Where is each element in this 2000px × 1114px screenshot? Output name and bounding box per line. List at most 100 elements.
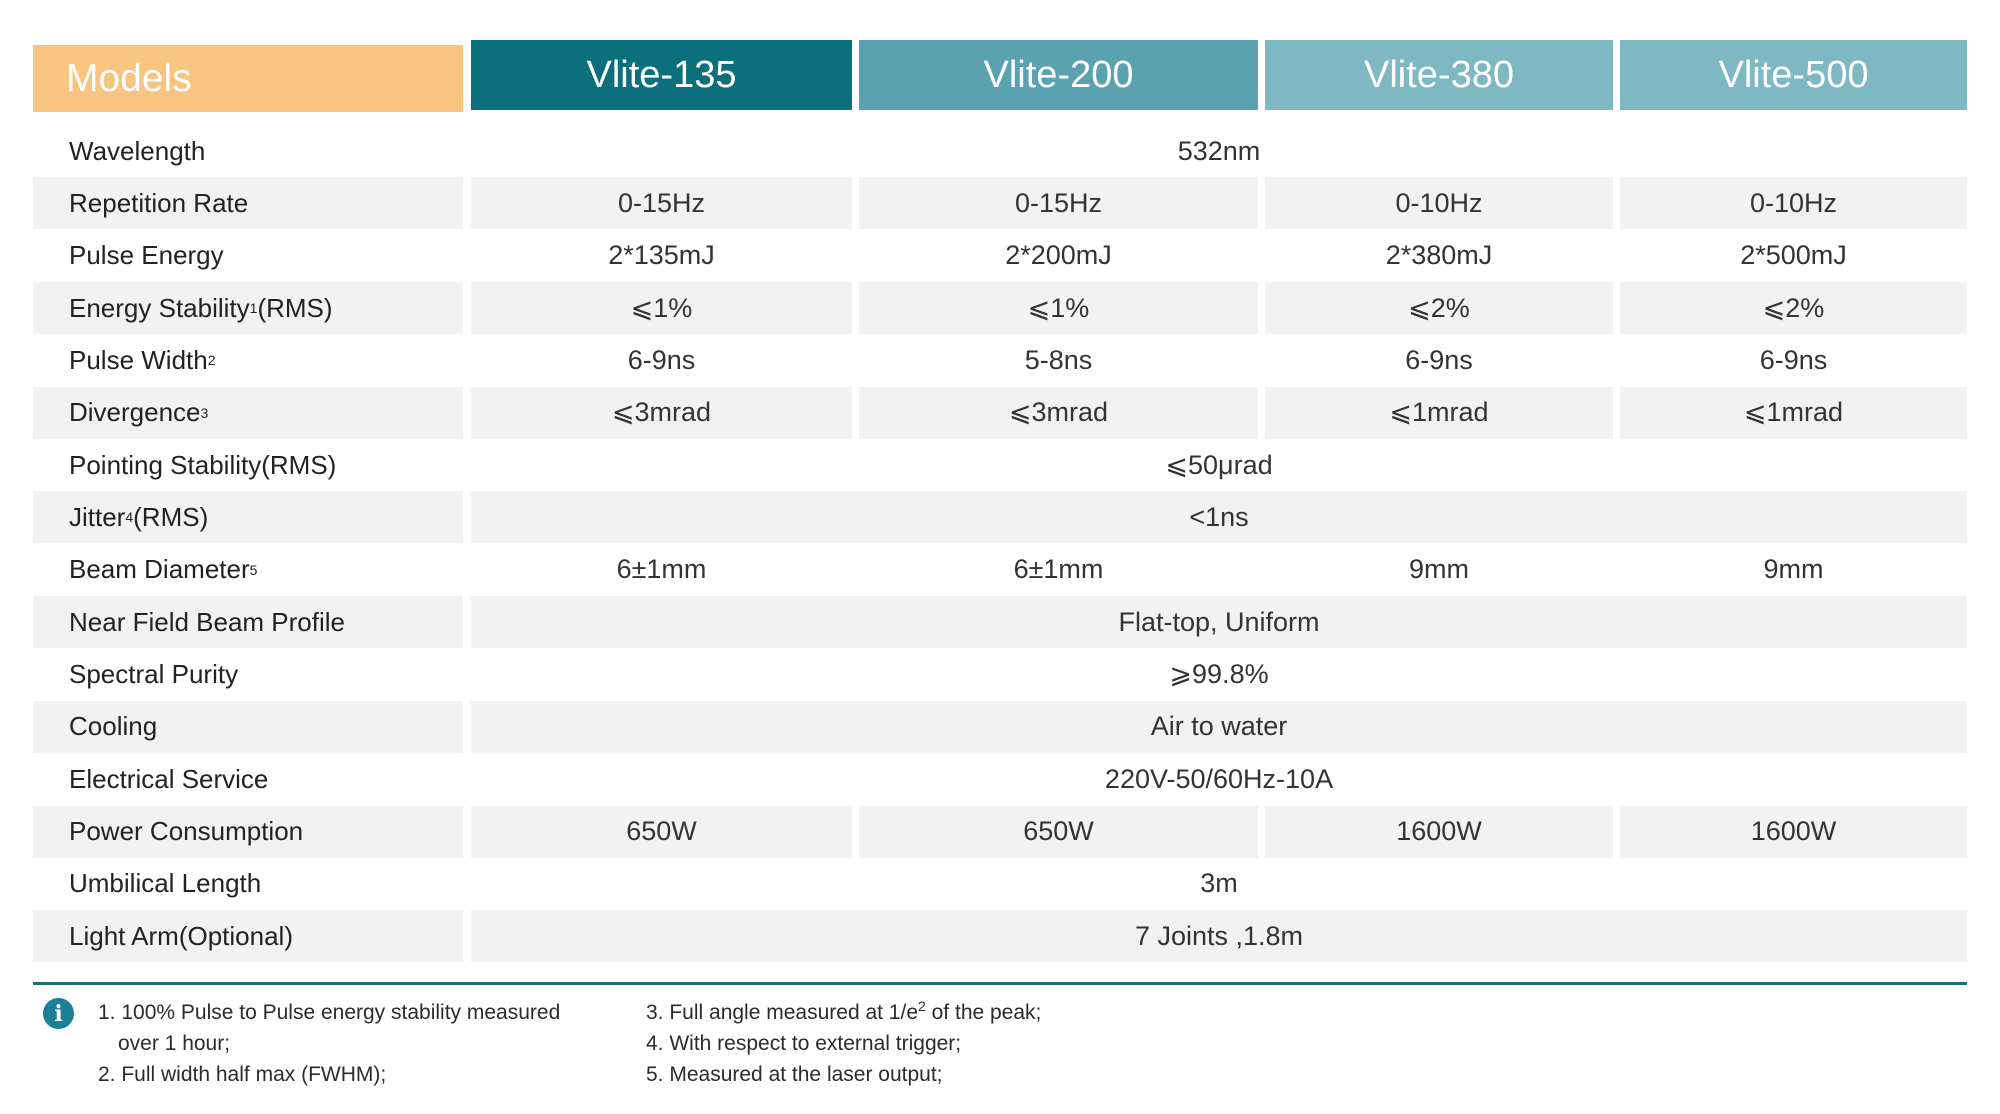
row-label: Beam Diameter 5	[69, 554, 258, 585]
row-label-text: Umbilical Length	[69, 868, 262, 899]
value-cell-span: <1ns	[471, 491, 1967, 544]
value-cell: 2*200mJ	[1005, 240, 1112, 271]
row-label: Spectral Purity	[33, 649, 463, 701]
footnote-2: 2. Full width half max (FWHM);	[98, 1063, 387, 1086]
row-label: Cooling	[33, 700, 463, 753]
footnote-4: 4. With respect to external trigger;	[646, 1032, 962, 1055]
value-cell: 5-8ns	[1024, 344, 1093, 375]
spec-row: Beam Diameter 5 6±1mm 6±1mm 9mm 9mm	[33, 544, 1967, 596]
value-cell: 6-9ns	[1759, 344, 1828, 375]
spec-row: Light Arm(Optional) 7 Joints ,1.8m	[33, 910, 1967, 963]
row-label-text: Pointing Stability(RMS)	[69, 449, 337, 480]
row-label-text: Cooling	[69, 711, 158, 742]
row-label-text: Beam Diameter	[69, 554, 250, 585]
spec-row: Repetition Rate 0-15Hz 0-15Hz 0-10Hz 0-10Hz	[33, 177, 1967, 230]
value-cell-span: ⩽50μrad	[1165, 449, 1273, 480]
value-cell: ⩽1mrad	[1265, 386, 1613, 439]
spec-row: Pulse Energy 2*135mJ 2*200mJ 2*380mJ 2*500mJ	[33, 230, 1967, 282]
value-cell-span: Air to water	[471, 700, 1967, 753]
value-cell-span: 3m	[1200, 868, 1238, 899]
row-label: Divergence 3	[33, 386, 463, 439]
models-header: Models	[33, 45, 463, 112]
value-cell: ⩽1mrad	[1620, 386, 1967, 439]
value-cell: 6-9ns	[627, 344, 696, 375]
row-label: Jitter 4 (RMS)	[33, 491, 463, 544]
row-label: Wavelength	[33, 125, 463, 177]
model-header-vlite-200: Vlite-200	[859, 40, 1258, 110]
value-cell: 1600W	[1620, 805, 1967, 858]
value-cell-span: 220V-50/60Hz-10A	[1104, 763, 1334, 794]
value-cell: 2*135mJ	[608, 240, 715, 271]
value-cell: 6±1mm	[616, 554, 707, 585]
spec-row: Divergence 3 ⩽3mrad ⩽3mrad ⩽1mrad ⩽1mrad	[33, 386, 1967, 439]
row-label: Near Field Beam Profile	[33, 596, 463, 649]
spec-row: Energy Stability 1 (RMS) ⩽1% ⩽1% ⩽2% ⩽2%	[33, 282, 1967, 335]
spec-row: Spectral Purity ⩾99.8%	[33, 649, 1967, 701]
value-cell: 0-15Hz	[859, 177, 1258, 230]
row-label-text: Repetition Rate	[69, 187, 249, 218]
value-cell-span: Flat-top, Uniform	[471, 596, 1967, 649]
value-cell-span: ⩾99.8%	[1169, 659, 1269, 689]
value-cell: 0-10Hz	[1620, 177, 1967, 230]
value-cell-span: 532nm	[1177, 135, 1261, 166]
spec-row: Near Field Beam Profile Flat-top, Uniform	[33, 596, 1967, 649]
model-header-vlite-380: Vlite-380	[1265, 40, 1613, 110]
row-label-text: Near Field Beam Profile	[69, 606, 345, 637]
spec-row: Electrical Service 220V-50/60Hz-10A	[33, 753, 1967, 805]
row-label: Repetition Rate	[33, 177, 463, 230]
value-cell: 0-10Hz	[1265, 177, 1613, 230]
value-cell-span: 7 Joints ,1.8m	[471, 910, 1967, 963]
row-label-text: Pulse Width	[69, 344, 208, 375]
row-label-suffix: (RMS)	[133, 501, 209, 532]
footnote-divider	[33, 982, 1967, 985]
row-label-text: Energy Stability	[69, 292, 250, 323]
row-label-text: Spectral Purity	[69, 659, 239, 689]
spec-row: Wavelength 532nm	[33, 125, 1967, 177]
spec-row: Jitter 4 (RMS) <1ns	[33, 491, 1967, 544]
row-label: Pointing Stability(RMS)	[33, 439, 463, 491]
value-cell: 9mm	[1409, 554, 1469, 585]
value-cell: 1600W	[1265, 805, 1613, 858]
row-label-suffix: (RMS)	[257, 292, 333, 323]
info-icon: i	[43, 998, 74, 1029]
value-cell: 650W	[471, 805, 852, 858]
value-cell: 650W	[859, 805, 1258, 858]
value-cell: ⩽3mrad	[471, 386, 852, 439]
footnotes-left: 1. 100% Pulse to Pulse energy stability …	[98, 997, 560, 1090]
model-header-vlite-500: Vlite-500	[1620, 40, 1967, 110]
footnote-5: 5. Measured at the laser output;	[646, 1063, 943, 1086]
spec-row: Pulse Width 2 6-9ns 5-8ns 6-9ns 6-9ns	[33, 334, 1967, 386]
value-cell: ⩽1%	[471, 282, 852, 335]
spec-row: Pointing Stability(RMS) ⩽50μrad	[33, 439, 1967, 491]
spec-row: Power Consumption 650W 650W 1600W 1600W	[33, 805, 1967, 858]
row-label: Electrical Service	[33, 753, 463, 805]
value-cell: ⩽1%	[859, 282, 1258, 335]
value-cell: 6-9ns	[1405, 344, 1473, 375]
value-cell: 2*500mJ	[1740, 240, 1847, 271]
row-label-text: Light Arm(Optional)	[69, 920, 293, 951]
row-label-text: Electrical Service	[69, 763, 269, 794]
row-label: Umbilical Length	[33, 858, 463, 910]
footnote-1-cont: over 1 hour;	[118, 1032, 231, 1055]
row-label: Light Arm(Optional)	[33, 910, 463, 963]
row-label: Power Consumption	[33, 805, 463, 858]
row-label-text: Power Consumption	[69, 816, 304, 847]
value-cell: ⩽2%	[1265, 282, 1613, 335]
value-cell: 2*380mJ	[1385, 240, 1493, 271]
value-cell: 9mm	[1763, 554, 1824, 585]
row-label: Pulse Energy	[33, 230, 463, 282]
footnote-1: 1. 100% Pulse to Pulse energy stability …	[98, 1001, 561, 1024]
value-cell: 0-15Hz	[471, 177, 852, 230]
row-label-text: Jitter	[69, 501, 126, 532]
row-label-text: Wavelength	[69, 135, 206, 166]
row-label: Pulse Width 2	[69, 344, 216, 375]
spec-row: Umbilical Length 3m	[33, 858, 1967, 910]
footnotes-right: 3. Full angle measured at 1/e2 of the pe…	[646, 997, 1041, 1090]
value-cell: 6±1mm	[1013, 554, 1104, 585]
value-cell: ⩽3mrad	[859, 386, 1258, 439]
row-label-text: Pulse Energy	[69, 240, 224, 271]
value-cell: ⩽2%	[1620, 282, 1967, 335]
spec-row: Cooling Air to water	[33, 700, 1967, 753]
row-label-text: Divergence	[69, 397, 201, 428]
footnote-3: 3. Full angle measured at 1/e2 of the pe…	[646, 998, 1042, 1024]
